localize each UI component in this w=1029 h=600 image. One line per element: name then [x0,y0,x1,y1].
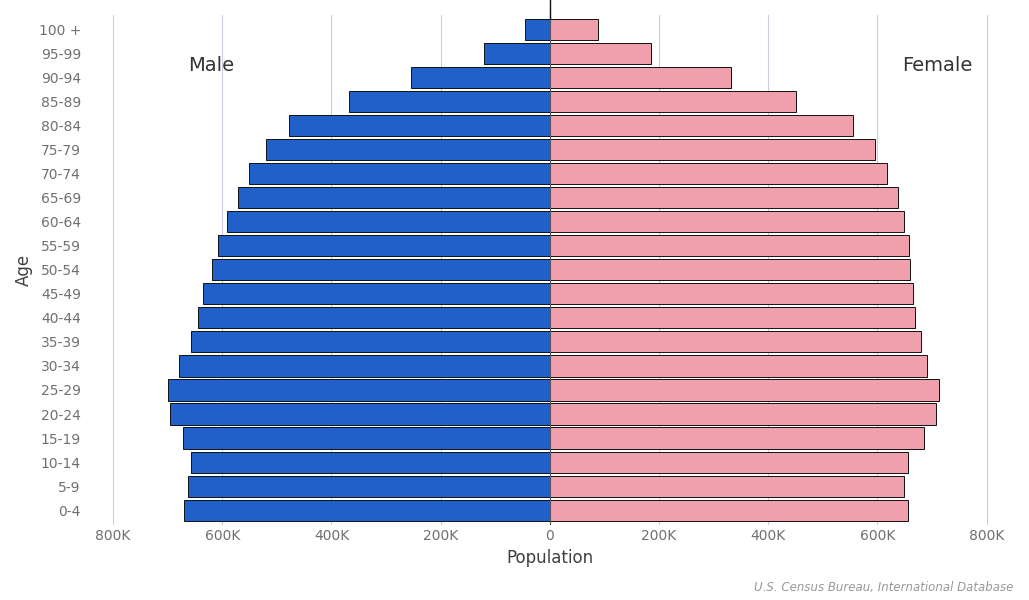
Bar [190,452,549,473]
Text: Male: Male [188,56,235,75]
Bar [526,19,549,40]
Bar [190,331,549,352]
Bar [549,331,921,352]
Bar [549,211,903,232]
Bar [171,403,549,425]
Text: Female: Female [902,56,972,75]
X-axis label: Population: Population [506,549,594,567]
Bar [549,403,936,425]
Bar [349,91,549,112]
Bar [203,283,549,304]
Bar [179,355,549,377]
Bar [238,187,549,208]
Bar [549,235,910,256]
Bar [549,19,598,40]
Bar [218,235,549,256]
Bar [549,379,938,401]
Bar [168,379,549,401]
Bar [248,163,549,184]
Bar [549,283,913,304]
Bar [289,115,549,136]
Bar [485,43,549,64]
Bar [549,115,853,136]
Bar [549,91,795,112]
Bar [549,307,915,328]
Bar [184,500,549,521]
Bar [549,43,651,64]
Y-axis label: Age: Age [15,254,33,286]
Bar [549,259,911,280]
Bar [549,139,875,160]
Bar [549,500,908,521]
Bar [265,139,549,160]
Bar [549,452,908,473]
Bar [226,211,549,232]
Text: U.S. Census Bureau, International Database: U.S. Census Bureau, International Databa… [754,581,1014,594]
Bar [549,427,924,449]
Bar [411,67,549,88]
Bar [198,307,549,328]
Bar [212,259,549,280]
Bar [549,67,732,88]
Bar [549,355,927,377]
Bar [183,427,549,449]
Bar [188,476,549,497]
Bar [549,187,898,208]
Bar [549,163,887,184]
Bar [549,476,903,497]
